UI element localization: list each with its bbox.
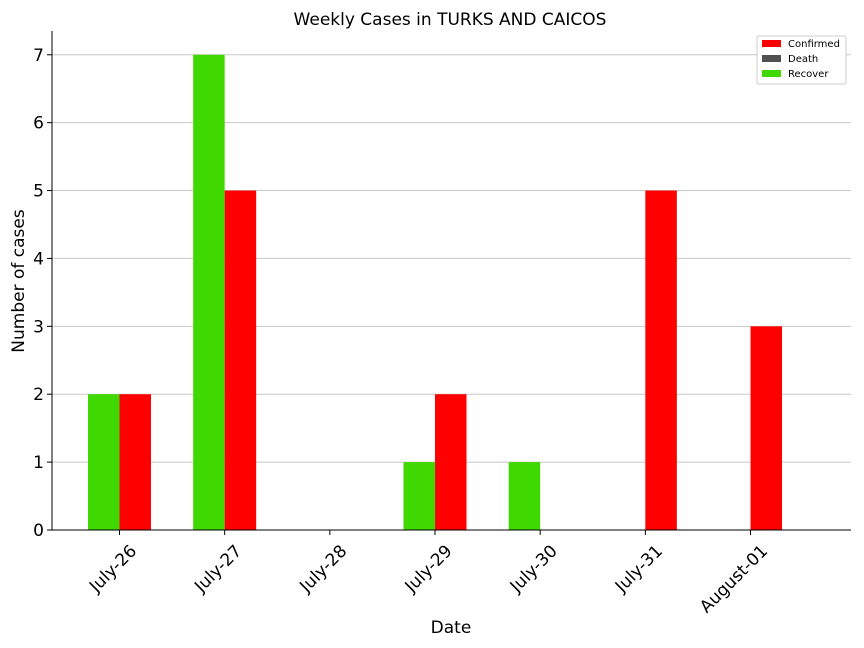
x-tick-label: August-01 — [696, 541, 772, 617]
y-tick-label: 0 — [33, 521, 44, 541]
legend-label-confirmed: Confirmed — [788, 39, 840, 50]
bar-recover-july-27 — [193, 54, 225, 531]
y-tick-label: 6 — [33, 114, 44, 134]
legend-swatch-death — [762, 55, 781, 62]
y-tick-label: 4 — [33, 249, 44, 269]
y-tick-label: 2 — [33, 385, 44, 405]
legend: Confirmed Death Recover — [756, 35, 847, 85]
y-tick-label: 5 — [33, 182, 44, 202]
bar-confirmed-july-27 — [224, 190, 257, 530]
x-tick-label: July-28 — [295, 541, 351, 597]
x-tick-label: July-26 — [85, 541, 141, 597]
legend-swatch-recover — [762, 70, 781, 77]
x-tick-label: July-30 — [506, 541, 562, 597]
x-ticks: July-26 July-27 July-28 July-29 July-30 July-… — [85, 530, 772, 617]
x-tick-label: July-27 — [190, 541, 246, 597]
y-ticks: 0 1 2 3 4 5 6 7 — [33, 46, 52, 541]
bar-confirmed-july-26 — [119, 394, 151, 530]
legend-label-death: Death — [788, 54, 818, 65]
y-tick-label: 3 — [33, 317, 44, 337]
y-tick-label: 1 — [33, 453, 44, 473]
y-axis-label: Number of cases — [9, 209, 29, 353]
y-tick-label: 7 — [33, 46, 44, 66]
bar-recover-july-30 — [508, 462, 541, 530]
x-axis-label: Date — [431, 618, 472, 638]
bar-confirmed-july-29 — [435, 394, 467, 530]
bar-confirmed-july-31 — [645, 190, 677, 530]
axes-layer — [51, 31, 851, 531]
legend-label-recover: Recover — [788, 69, 829, 80]
legend-swatch-confirmed — [762, 40, 781, 47]
bars-layer — [88, 54, 783, 531]
bar-recover-july-29 — [403, 462, 436, 530]
bar-recover-july-26 — [88, 394, 120, 530]
chart-title: Weekly Cases in TURKS AND CAICOS — [294, 10, 607, 30]
bar-confirmed-august-01 — [750, 326, 783, 530]
x-tick-label: July-31 — [611, 541, 667, 597]
x-tick-label: July-29 — [401, 541, 457, 597]
grid-layer — [52, 54, 851, 463]
